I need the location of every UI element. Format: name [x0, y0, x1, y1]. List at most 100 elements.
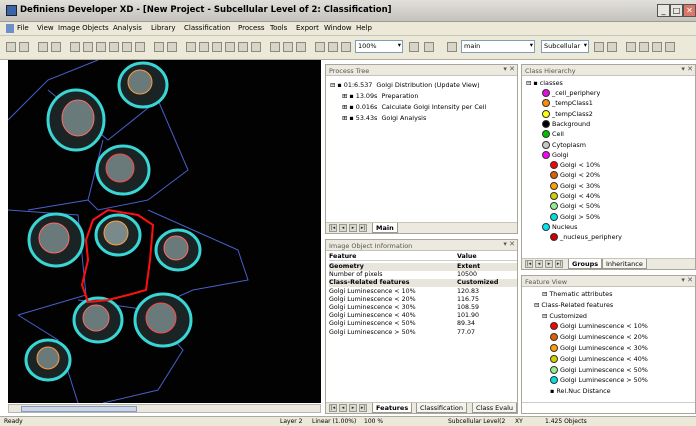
class-item[interactable]: Background	[542, 119, 590, 128]
copy-icon[interactable]	[51, 42, 61, 52]
nav-prev-button[interactable]: ◂	[339, 224, 347, 232]
tree-expander-icon[interactable]: ⊟	[542, 311, 550, 320]
menu-analysis[interactable]: Analysis	[113, 24, 142, 32]
objects-icon[interactable]	[109, 42, 119, 52]
feature-item[interactable]: Golgi Luminescence < 30%	[550, 344, 648, 352]
feature-scrollbar[interactable]	[522, 402, 695, 413]
pan-icon[interactable]	[296, 42, 306, 52]
tab-features[interactable]: Features	[372, 403, 413, 413]
tab-main[interactable]: Main	[372, 223, 398, 233]
zoom-fit-icon[interactable]	[341, 42, 351, 52]
class-item[interactable]: Golgi < 50%	[550, 202, 600, 211]
save-icon[interactable]	[19, 42, 29, 52]
menu-process[interactable]: Process	[238, 24, 265, 32]
parameter-icon[interactable]	[665, 42, 675, 52]
menu-view[interactable]: View	[37, 24, 54, 32]
class-item[interactable]: Golgi < 40%	[550, 192, 600, 200]
maximize-button[interactable]: □	[670, 4, 683, 17]
layers-icon[interactable]	[96, 42, 106, 52]
table-row[interactable]: Class-Related features Customized	[329, 279, 517, 288]
table-row[interactable]: Geometry Extent	[329, 263, 517, 271]
map-icon[interactable]	[447, 42, 457, 52]
level-dropdown[interactable]: Subcellular	[541, 40, 589, 53]
table-row[interactable]: Golgi Luminescence > 50% 77.07	[329, 329, 517, 337]
view-class-icon[interactable]	[199, 42, 209, 52]
zoom-reset-icon[interactable]	[409, 42, 419, 52]
nav-last-button[interactable]: ▸|	[555, 260, 563, 268]
nav-next-button[interactable]: ▸	[349, 224, 357, 232]
polygon-icon[interactable]	[238, 42, 248, 52]
menu-classification[interactable]: Classification	[184, 24, 231, 32]
menu-library[interactable]: Library	[151, 24, 176, 32]
view-layer-icon[interactable]	[212, 42, 222, 52]
scroll-thumb[interactable]	[21, 406, 137, 412]
zoom-in-icon[interactable]	[315, 42, 325, 52]
edit-icon[interactable]	[424, 42, 434, 52]
table-icon[interactable]	[135, 42, 145, 52]
map-dropdown[interactable]: main	[461, 40, 535, 53]
process-item[interactable]: ⊞ ▪ 13.09s Preparation	[342, 92, 419, 100]
menu-file[interactable]: File	[17, 24, 29, 32]
class-item[interactable]: Cell	[542, 130, 564, 139]
class-item[interactable]: _tempClass1	[542, 99, 593, 108]
class-root[interactable]: ⊟ ▪ classes	[526, 79, 563, 87]
nav-last-button[interactable]: ▸|	[359, 224, 367, 232]
segment-icon[interactable]	[70, 42, 80, 52]
nav-next-button[interactable]: ▸	[545, 260, 553, 268]
feature-item[interactable]: ⊟ Customized	[542, 312, 587, 320]
feature-item[interactable]: ⊟ Thematic attributes	[542, 290, 612, 298]
panel-close-icon[interactable]: ▾ ✕	[503, 240, 515, 248]
image-view[interactable]	[8, 60, 321, 403]
class-item[interactable]: _nucleus_periphery	[550, 233, 622, 242]
table-row[interactable]: Golgi Luminescence < 10% 120.83	[329, 288, 517, 296]
class-item[interactable]: Golgi < 10%	[550, 161, 600, 170]
menu-export[interactable]: Export	[296, 24, 319, 32]
class-item[interactable]: _cell_periphery	[542, 89, 600, 97]
table-row[interactable]: Golgi Luminescence < 30% 108.59	[329, 304, 517, 312]
panel-close-icon[interactable]: ▾ ✕	[503, 65, 515, 73]
zoom-dropdown[interactable]: 100%	[355, 40, 403, 53]
export-icon[interactable]	[167, 42, 177, 52]
chart-icon[interactable]	[639, 42, 649, 52]
level-down-icon[interactable]	[594, 42, 604, 52]
open-icon[interactable]	[6, 42, 16, 52]
menu-help[interactable]: Help	[356, 24, 372, 32]
panel-close-icon[interactable]: ▾ ✕	[681, 65, 693, 73]
window-icon[interactable]	[251, 42, 261, 52]
process-item[interactable]: ⊞ ▪ 53.43s Golgi Analysis	[342, 114, 427, 122]
minimize-button[interactable]: _	[657, 4, 670, 17]
tab-classification[interactable]: Classification	[416, 403, 468, 413]
table-row[interactable]: Golgi Luminescence < 50% 89.34	[329, 320, 517, 328]
class-item[interactable]: Nucleus	[542, 222, 577, 231]
zoom-out-icon[interactable]	[328, 42, 338, 52]
level-up-icon[interactable]	[607, 42, 617, 52]
feature-item[interactable]: Golgi Luminescence < 10%	[550, 322, 648, 331]
nav-prev-button[interactable]: ◂	[535, 260, 543, 268]
variable-icon[interactable]	[652, 42, 662, 52]
grid-icon[interactable]	[122, 42, 132, 52]
class-item[interactable]: Golgi	[542, 150, 568, 159]
outline-icon[interactable]	[225, 42, 235, 52]
class-item[interactable]: Golgi < 20%	[550, 171, 600, 180]
new-icon[interactable]	[38, 42, 48, 52]
feature-item[interactable]: Golgi Luminescence > 50%	[550, 376, 648, 385]
tree-expander-icon[interactable]: ▪	[550, 387, 557, 396]
classify-icon[interactable]	[83, 42, 93, 52]
tools-icon[interactable]	[626, 42, 636, 52]
table-row[interactable]: Golgi Luminescence < 20% 116.75	[329, 296, 517, 304]
zoom-icon[interactable]	[283, 42, 293, 52]
feature-item[interactable]: Golgi Luminescence < 50%	[550, 365, 648, 374]
nav-first-button[interactable]: |◂	[329, 404, 337, 412]
tree-expander-icon[interactable]: ⊟	[534, 300, 542, 309]
process-item[interactable]: ⊟ ▪ 01:6.537 Golgi Distribution (Update …	[330, 81, 480, 89]
nav-last-button[interactable]: ▸|	[359, 404, 367, 412]
tab-inheritance[interactable]: Inheritance	[602, 259, 647, 269]
nav-prev-button[interactable]: ◂	[339, 404, 347, 412]
tab-groups[interactable]: Groups	[568, 259, 603, 269]
view-color-icon[interactable]	[186, 42, 196, 52]
feature-item[interactable]: Golgi Luminescence < 20%	[550, 333, 648, 342]
menu-tools[interactable]: Tools	[270, 24, 288, 32]
tab-class-evaluation[interactable]: Class Evalu	[472, 403, 517, 413]
class-item[interactable]: Cytoplasm	[542, 140, 586, 149]
nav-next-button[interactable]: ▸	[349, 404, 357, 412]
